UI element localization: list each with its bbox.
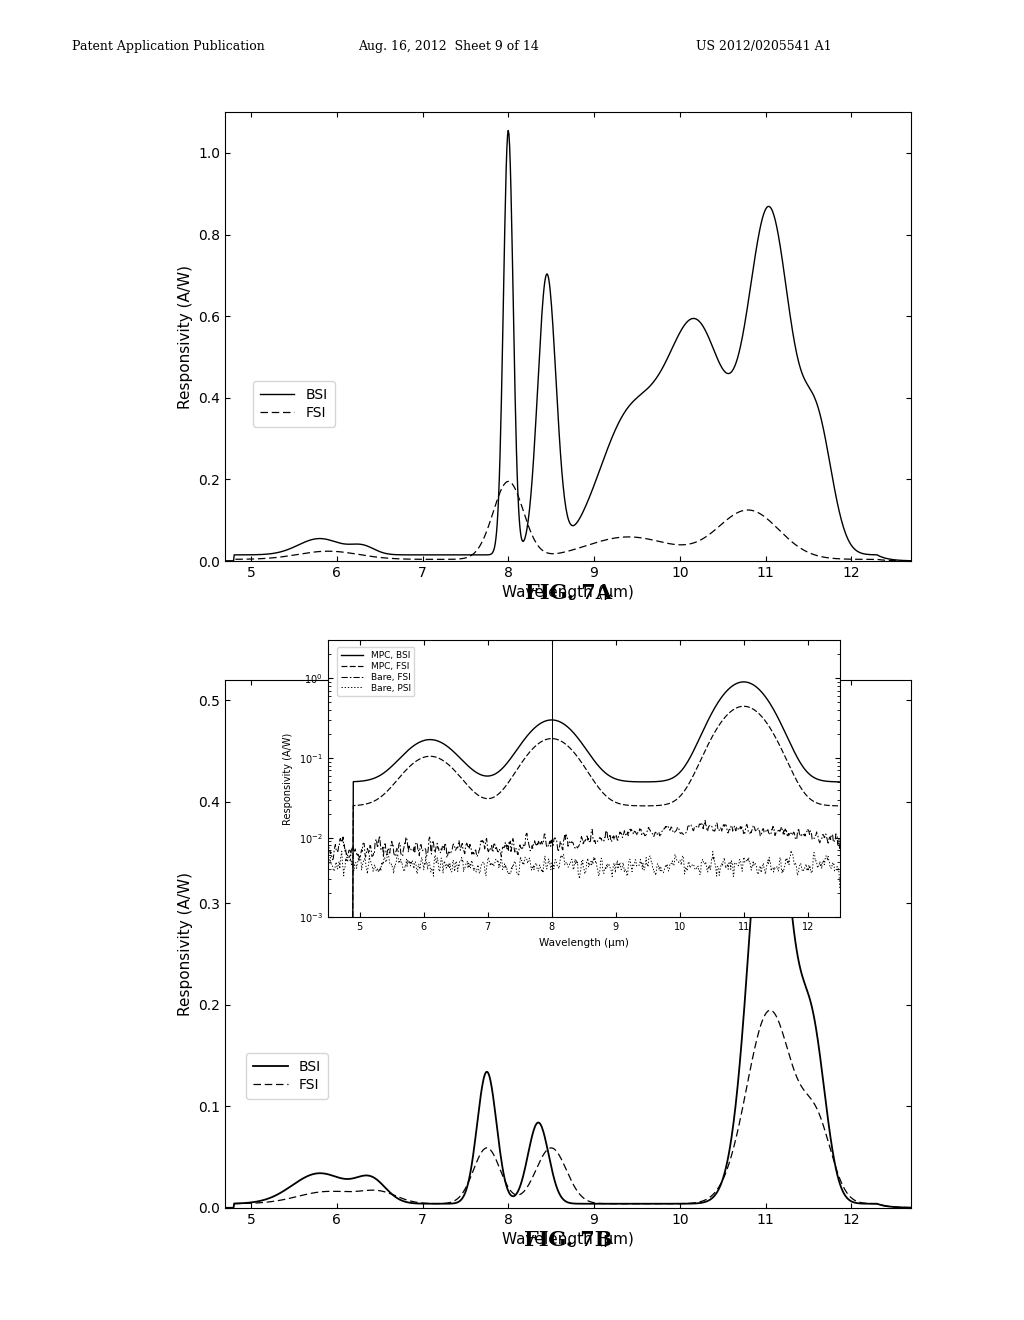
Legend: MPC, BSI, MPC, FSI, Bare, FSI, Bare, PSI: MPC, BSI, MPC, FSI, Bare, FSI, Bare, PSI	[337, 648, 415, 696]
Legend: BSI, FSI: BSI, FSI	[253, 381, 335, 426]
Text: Patent Application Publication: Patent Application Publication	[72, 40, 264, 53]
X-axis label: Wavelength (μm): Wavelength (μm)	[503, 1232, 634, 1247]
Text: US 2012/0205541 A1: US 2012/0205541 A1	[696, 40, 831, 53]
Y-axis label: Responsivity (A/W): Responsivity (A/W)	[178, 871, 193, 1016]
Y-axis label: Responsivity (A/W): Responsivity (A/W)	[178, 264, 193, 409]
Text: FIG. 7B: FIG. 7B	[524, 1230, 612, 1250]
Text: Aug. 16, 2012  Sheet 9 of 14: Aug. 16, 2012 Sheet 9 of 14	[358, 40, 540, 53]
Y-axis label: Responsivity (A/W): Responsivity (A/W)	[284, 733, 293, 825]
X-axis label: Wavelength (μm): Wavelength (μm)	[503, 585, 634, 601]
X-axis label: Wavelength (μm): Wavelength (μm)	[539, 937, 629, 948]
Text: FIG. 7A: FIG. 7A	[525, 583, 611, 603]
Legend: BSI, FSI: BSI, FSI	[246, 1053, 328, 1098]
